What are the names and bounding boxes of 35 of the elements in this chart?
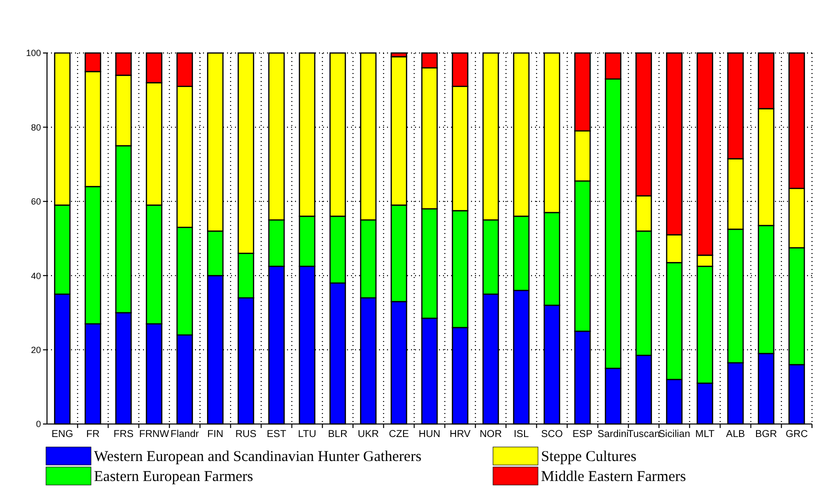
x-tick-label: FRNW — [139, 429, 170, 440]
legend-label: Middle Eastern Farmers — [541, 469, 686, 485]
x-tick-label: FR — [86, 429, 100, 440]
x-tick-label: FIN — [207, 429, 224, 440]
x-tick-label: ISL — [514, 429, 530, 440]
x-tick-label: ALB — [726, 429, 746, 440]
x-tick-label: BLR — [328, 429, 348, 440]
x-tick-label: MLT — [695, 429, 715, 440]
x-tick-label: ENG — [51, 429, 74, 440]
legend-label: Steppe Cultures — [541, 449, 637, 465]
x-tick-label: Sicilian — [658, 429, 690, 440]
x-tick-label: Flandr — [170, 429, 200, 440]
x-tick-label: LTU — [298, 429, 316, 440]
x-tick-label: NOR — [480, 429, 502, 440]
x-tick-label: RUS — [235, 429, 257, 440]
legend-label: Eastern European Farmers — [94, 469, 254, 485]
x-tick-label: CZE — [388, 429, 410, 440]
x-tick-label: UKR — [358, 429, 379, 440]
x-tick-label: SCO — [541, 429, 563, 440]
legend-label: Western European and Scandinavian Hunter Gatherers — [94, 449, 422, 465]
y-tick-label: 80 — [30, 122, 41, 132]
y-tick-label: 20 — [30, 344, 41, 355]
y-tick-label: 40 — [30, 270, 41, 281]
x-tick-label: ESP — [572, 429, 593, 440]
y-tick-label: 60 — [30, 196, 41, 207]
x-tick-label: FRS — [114, 429, 134, 440]
x-tick-label: BGR — [755, 429, 777, 440]
x-tick-label: Sardini — [598, 429, 629, 440]
x-tick-label: GRC — [786, 429, 808, 440]
y-tick-label: 100 — [26, 48, 41, 58]
x-tick-label: HUN — [418, 429, 440, 440]
x-tick-label: EST — [266, 429, 286, 440]
x-tick-label: HRV — [450, 429, 471, 440]
x-tick-label: Tuscan — [627, 429, 660, 440]
y-tick-label: 0 — [36, 419, 41, 430]
